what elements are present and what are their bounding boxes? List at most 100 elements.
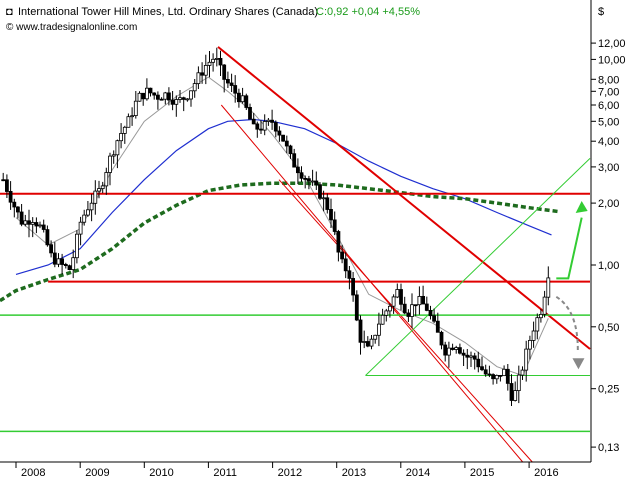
arrow-down-icon xyxy=(572,358,585,370)
candle-body xyxy=(108,155,112,173)
candle-body xyxy=(89,202,94,211)
candle-body xyxy=(262,121,267,131)
candle-body xyxy=(122,126,127,134)
candle-body xyxy=(60,258,64,265)
y-tick-label: 0,13 xyxy=(598,442,619,454)
candle-body xyxy=(295,166,300,174)
candle-body xyxy=(303,177,308,180)
candle-body xyxy=(49,244,53,254)
candle-body xyxy=(354,294,359,321)
candle-body xyxy=(119,132,123,142)
candle-body xyxy=(292,153,297,168)
candle-body xyxy=(502,368,507,376)
candle-body xyxy=(148,87,153,94)
candle-body xyxy=(410,304,414,317)
candle-body xyxy=(505,368,510,384)
candle-body xyxy=(432,315,437,322)
candle-body xyxy=(23,220,28,225)
x-tick-label: 2016 xyxy=(534,467,558,478)
green-support-line xyxy=(365,158,591,376)
candle-body xyxy=(310,180,315,183)
candle-body xyxy=(244,95,249,108)
candle-body xyxy=(336,231,341,253)
x-tick-label: 2015 xyxy=(470,467,494,478)
candle-body xyxy=(229,82,234,86)
y-tick-label: 8,00 xyxy=(598,74,619,86)
x-tick-label: 2012 xyxy=(278,467,302,478)
candle-body xyxy=(461,352,466,356)
candle-body xyxy=(5,179,9,192)
candle-body xyxy=(137,92,142,102)
y-tick-label: 2,00 xyxy=(598,198,619,210)
candle-body xyxy=(369,338,374,347)
candle-body xyxy=(255,123,260,130)
candle-body xyxy=(494,374,499,380)
candle-body xyxy=(539,313,543,319)
y-tick-label: 0,25 xyxy=(598,384,619,396)
candle-body xyxy=(19,211,24,225)
candle-body xyxy=(450,347,455,350)
candle-body xyxy=(248,107,252,120)
x-tick-label: 2011 xyxy=(213,467,237,478)
candle-body xyxy=(240,95,245,103)
candle-body xyxy=(365,341,370,347)
candle-body xyxy=(399,289,403,305)
y-tick-label: 10,00 xyxy=(598,54,626,66)
candle-body xyxy=(30,222,35,225)
red-trend-line xyxy=(217,46,591,350)
red-trend-line xyxy=(278,179,533,463)
candle-body xyxy=(454,347,459,350)
candle-body xyxy=(480,366,484,371)
candle-body xyxy=(133,100,138,116)
candle-body xyxy=(424,303,429,311)
candle-body xyxy=(141,92,146,100)
candle-body xyxy=(12,201,17,208)
candle-body xyxy=(174,99,179,105)
candle-body xyxy=(207,61,212,66)
candle-body xyxy=(465,354,470,358)
candle-body xyxy=(373,334,378,340)
candle-body xyxy=(27,220,31,225)
candle-body xyxy=(443,344,448,356)
candle-body xyxy=(347,270,352,279)
candle-body xyxy=(428,309,433,317)
candle-body xyxy=(288,145,293,155)
candle-body xyxy=(318,184,322,199)
candle-body xyxy=(144,87,149,100)
candle-body xyxy=(222,64,227,80)
y-tick-label: 6,00 xyxy=(598,100,619,112)
candle-body xyxy=(491,374,496,380)
candle-body xyxy=(111,154,116,157)
y-tick-label: 12,00 xyxy=(598,38,626,50)
candle-body xyxy=(472,355,477,360)
candle-body xyxy=(535,317,540,332)
candle-body xyxy=(406,312,411,317)
candle-body xyxy=(384,310,389,316)
x-tick-label: 2009 xyxy=(85,467,109,478)
candle-body xyxy=(435,320,440,333)
candle-body xyxy=(45,229,50,246)
candle-body xyxy=(483,369,488,375)
y-tick-label: 0,50 xyxy=(598,322,619,334)
candle-body xyxy=(306,178,311,182)
candle-body xyxy=(1,179,6,182)
candle-body xyxy=(376,323,381,336)
candle-body xyxy=(200,72,205,76)
candle-body xyxy=(104,172,109,187)
candle-body xyxy=(266,119,271,122)
candle-body xyxy=(152,92,157,96)
candle-body xyxy=(325,197,330,210)
candle-body xyxy=(277,130,282,136)
candle-body xyxy=(329,208,333,221)
candle-body xyxy=(421,295,426,305)
candle-body xyxy=(155,94,160,100)
title-icon: ◘ xyxy=(6,6,13,18)
x-tick-label: 2008 xyxy=(21,467,45,478)
y-tick-label: 4,00 xyxy=(598,136,619,148)
candle-body xyxy=(413,304,418,307)
x-tick-label: 2014 xyxy=(406,467,430,478)
candle-body xyxy=(63,263,68,266)
candle-body xyxy=(457,347,462,354)
candle-body xyxy=(93,190,98,204)
